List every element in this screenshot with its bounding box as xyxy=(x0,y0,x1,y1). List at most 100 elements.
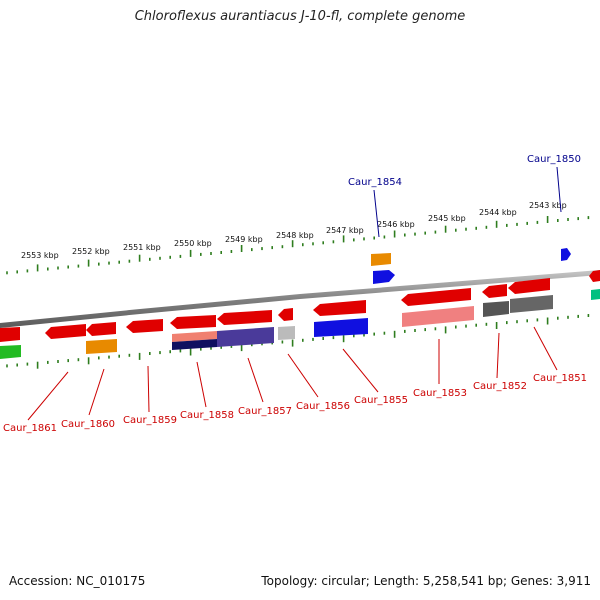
lower-scale-tick xyxy=(322,337,324,340)
label-caur-1860[interactable]: Caur_1860 xyxy=(61,419,115,430)
upper-scale-tick xyxy=(465,227,467,231)
scale-label-2548: 2548 kbp xyxy=(276,231,314,240)
lower-scale-tick xyxy=(414,329,416,332)
gene-caur-1854-top[interactable] xyxy=(371,253,391,266)
lower-scale-tick xyxy=(36,361,39,369)
upper-scale-tick xyxy=(67,265,69,269)
forward-strand-genes xyxy=(371,248,600,300)
lower-scale-tick xyxy=(118,354,120,358)
lower-scale-tick xyxy=(251,343,253,347)
upper-scale-tick xyxy=(455,228,457,232)
label-caur-1853[interactable]: Caur_1853 xyxy=(413,388,467,399)
lower-scale-tick xyxy=(363,333,365,337)
lower-scale-tick xyxy=(128,353,131,357)
gene-caur-1858-navy[interactable] xyxy=(172,339,217,350)
lower-scale-tick xyxy=(485,322,488,326)
gene-caur-1859[interactable] xyxy=(126,319,163,333)
lower-scale-tick xyxy=(169,350,171,354)
lower-scale-tick xyxy=(465,324,467,328)
upper-scale-tick xyxy=(567,218,569,221)
lower-scale-tick xyxy=(77,358,80,362)
upper-scale-tick xyxy=(230,250,233,253)
gene-caur-1853[interactable] xyxy=(401,288,471,306)
label-caur-1859[interactable]: Caur_1859 xyxy=(123,415,177,426)
lower-scale-tick xyxy=(393,330,396,338)
gene-caur-1860-a[interactable] xyxy=(45,324,86,339)
upper-scale-tick xyxy=(414,232,416,236)
label-caur-1861[interactable]: Caur_1861 xyxy=(3,423,57,434)
gene-caur-1861[interactable] xyxy=(0,327,20,342)
gene-caur-1850[interactable] xyxy=(561,248,571,261)
lower-scale-tick xyxy=(26,362,29,366)
upper-scale-tick xyxy=(495,220,498,228)
gene-caur-1858-salmon[interactable] xyxy=(172,331,217,342)
gene-labels: Caur_1854 Caur_1850 Caur_1861 Caur_1860 … xyxy=(3,154,587,434)
upper-scale-tick xyxy=(26,269,29,273)
gene-caur-1860-b[interactable] xyxy=(86,322,116,336)
genome-backbone xyxy=(0,270,600,328)
lower-scale-tick xyxy=(291,339,294,347)
upper-scale-tick xyxy=(87,259,90,267)
lower-scale-tick xyxy=(516,320,518,324)
gene-right-edge-green[interactable] xyxy=(591,289,600,300)
upper-scale-tick xyxy=(118,260,120,264)
scale-label-2545: 2545 kbp xyxy=(428,214,466,223)
lower-scale-tick xyxy=(6,364,8,368)
lower-scale-tick xyxy=(455,325,457,329)
lower-scale-tick xyxy=(138,352,141,360)
leader-caur-1850 xyxy=(556,166,562,213)
scale-label-2544: 2544 kbp xyxy=(479,208,517,217)
leader-caur-1855 xyxy=(342,348,379,393)
lower-scale-tick xyxy=(587,314,590,317)
gene-caur-1855-blue[interactable] xyxy=(314,318,368,337)
gene-right-edge-red[interactable] xyxy=(589,270,600,282)
label-caur-1855[interactable]: Caur_1855 xyxy=(354,395,408,406)
upper-scale-tick xyxy=(200,252,202,256)
upper-scale-tick xyxy=(128,259,131,263)
gene-caur-1851-grey[interactable] xyxy=(510,295,553,313)
label-caur-1858[interactable]: Caur_1858 xyxy=(180,410,234,421)
upper-scale-tick xyxy=(169,255,171,259)
lower-scale-tick xyxy=(424,328,426,332)
lower-scale-tick xyxy=(342,335,345,343)
scale-label-2553: 2553 kbp xyxy=(21,251,59,260)
gene-caur-1860-orange[interactable] xyxy=(86,339,117,354)
gene-caur-1857-purple[interactable] xyxy=(217,327,274,347)
upper-scale-tick xyxy=(251,248,253,252)
gene-caur-1858[interactable] xyxy=(170,315,216,329)
gene-caur-1856[interactable] xyxy=(278,308,293,321)
label-caur-1854[interactable]: Caur_1854 xyxy=(348,177,402,188)
gene-caur-1856-grey[interactable] xyxy=(278,326,295,340)
lower-scale-tick xyxy=(302,338,304,342)
label-caur-1852[interactable]: Caur_1852 xyxy=(473,381,527,392)
upper-scale-tick xyxy=(404,233,406,237)
label-caur-1856[interactable]: Caur_1856 xyxy=(296,401,350,412)
genome-summary-text: Topology: circular; Length: 5,258,541 bp… xyxy=(261,574,591,588)
lower-scale-tick xyxy=(475,323,477,327)
scale-ticks-upper xyxy=(6,216,590,275)
upper-scale-tick xyxy=(444,225,447,233)
label-caur-1851[interactable]: Caur_1851 xyxy=(533,373,587,384)
gene-caur-1852[interactable] xyxy=(482,284,507,298)
label-caur-1850[interactable]: Caur_1850 xyxy=(527,154,581,165)
lower-scale-tick xyxy=(67,359,69,363)
upper-scale-tick xyxy=(6,271,8,275)
lower-scale-tick xyxy=(200,347,202,351)
lower-scale-tick xyxy=(444,326,447,334)
lower-scale-tick xyxy=(526,319,528,323)
gene-caur-1855[interactable] xyxy=(313,300,366,316)
upper-scale-tick xyxy=(383,235,386,239)
genome-title: Chloroflexus aurantiacus J-10-fl, comple… xyxy=(134,9,466,24)
gene-caur-1861-green[interactable] xyxy=(0,345,21,359)
gene-caur-1853-pink[interactable] xyxy=(402,306,474,327)
upper-scale-tick xyxy=(108,261,110,265)
gene-caur-1857[interactable] xyxy=(217,310,272,325)
gene-caur-1854[interactable] xyxy=(373,270,395,284)
label-caur-1857[interactable]: Caur_1857 xyxy=(238,406,292,417)
gene-caur-1852-grey[interactable] xyxy=(483,301,509,317)
upper-scale-tick xyxy=(577,217,579,221)
lower-scale-tick xyxy=(179,349,182,353)
gene-caur-1851[interactable] xyxy=(508,278,550,294)
